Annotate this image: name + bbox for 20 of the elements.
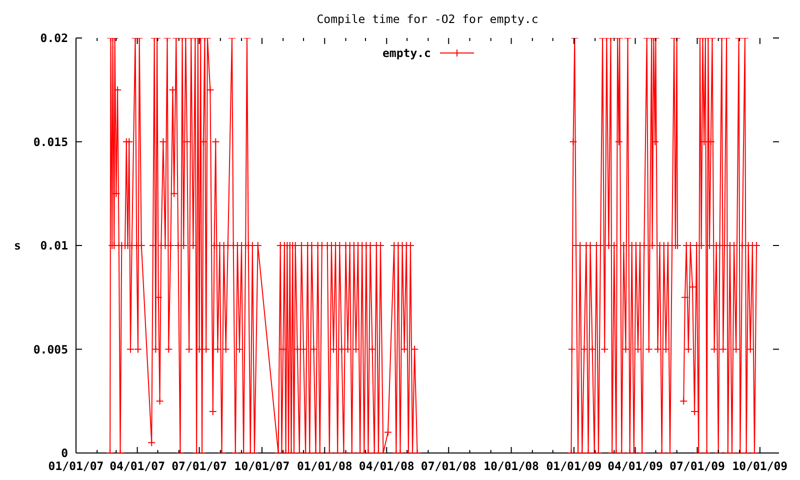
x-tick-label: 10/01/08	[484, 459, 540, 473]
y-tick-label: 0	[61, 446, 68, 460]
x-tick-label: 10/01/07	[234, 459, 290, 473]
legend-label: empty.c	[382, 46, 431, 60]
x-tick-label: 04/01/08	[358, 459, 414, 473]
x-tick-label: 07/01/09	[670, 459, 726, 473]
chart-title: Compile time for -O2 for empty.c	[316, 12, 540, 26]
y-tick-label: 0.01	[40, 238, 68, 253]
y-tick-label: 0.02	[40, 31, 68, 46]
x-tick-label: 01/01/07	[48, 459, 104, 473]
y-tick-label: 0.005	[33, 342, 68, 356]
x-tick-label: 01/01/09	[546, 459, 602, 473]
x-tick-label: 07/01/07	[172, 459, 228, 473]
x-tick-label: 01/01/08	[296, 459, 352, 473]
x-tick-label: 07/01/08	[420, 459, 476, 473]
x-tick-label: 04/01/07	[110, 459, 166, 473]
y-axis-title: s	[14, 238, 21, 253]
y-tick-label: 0.015	[33, 134, 68, 149]
x-tick-label: 04/01/09	[608, 459, 664, 473]
x-tick-label: 10/01/09	[732, 459, 788, 473]
